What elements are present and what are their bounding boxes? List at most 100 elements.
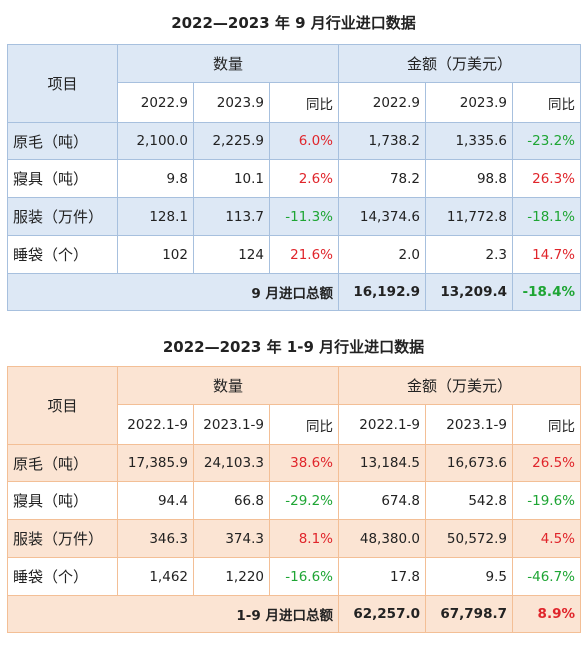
table1-total-row: 9 月进口总额 16,192.9 13,209.4 -18.4% <box>7 273 581 311</box>
cell-qyoy: 38.6% <box>269 444 339 482</box>
cell-ayoy: -19.6% <box>512 481 581 520</box>
table-row: 服装（万件） 128.1 113.7 -11.3% 14,374.6 11,77… <box>7 197 581 236</box>
table2-header-a-yoy: 同比 <box>512 404 581 445</box>
table1-title: 2022—2023 年 9 月行业进口数据 <box>171 14 416 32</box>
cell-a1: 17.8 <box>338 557 426 596</box>
cell-a1: 1,738.2 <box>338 122 426 160</box>
cell-a1: 674.8 <box>338 481 426 520</box>
cell-qyoy: 2.6% <box>269 159 339 198</box>
row-label: 睡袋（个） <box>7 557 118 596</box>
cell-qyoy: 8.1% <box>269 519 339 558</box>
cell-q1: 2,100.0 <box>117 122 194 160</box>
cell-q2: 1,220 <box>193 557 270 596</box>
row-label: 原毛（吨） <box>7 444 118 482</box>
table2-header-q-y1: 2022.1-9 <box>117 404 194 445</box>
cell-ayoy: 4.5% <box>512 519 581 558</box>
table1-header-q-y2: 2023.9 <box>193 82 270 123</box>
cell-q1: 346.3 <box>117 519 194 558</box>
cell-a2: 11,772.8 <box>425 197 513 236</box>
table-row: 服装（万件） 346.3 374.3 8.1% 48,380.0 50,572.… <box>7 519 581 558</box>
table2-header-row: 项目 数量 金额（万美元） <box>7 366 581 445</box>
cell-ayoy: -18.1% <box>512 197 581 236</box>
table1-header-a-yoy: 同比 <box>512 82 581 123</box>
table2-header-q-yoy: 同比 <box>269 404 339 445</box>
cell-q1: 1,462 <box>117 557 194 596</box>
cell-a1: 14,374.6 <box>338 197 426 236</box>
table-row: 寢具（吨） 9.8 10.1 2.6% 78.2 98.8 26.3% <box>7 159 581 198</box>
cell-q2: 66.8 <box>193 481 270 520</box>
cell-ayoy: 26.5% <box>512 444 581 482</box>
cell-q1: 9.8 <box>117 159 194 198</box>
total-a2: 13,209.4 <box>425 273 513 311</box>
table1-header-q-yoy: 同比 <box>269 82 339 123</box>
cell-a1: 2.0 <box>338 235 426 274</box>
cell-a2: 50,572.9 <box>425 519 513 558</box>
total-label: 1-9 月进口总额 <box>7 595 339 633</box>
table-row: 睡袋（个） 102 124 21.6% 2.0 2.3 14.7% <box>7 235 581 274</box>
cell-qyoy: 21.6% <box>269 235 339 274</box>
cell-q1: 94.4 <box>117 481 194 520</box>
cell-qyoy: -16.6% <box>269 557 339 596</box>
table-row: 原毛（吨） 17,385.9 24,103.3 38.6% 13,184.5 1… <box>7 444 581 482</box>
total-a1: 62,257.0 <box>338 595 426 633</box>
row-label: 寢具（吨） <box>7 481 118 520</box>
row-label: 服装（万件） <box>7 519 118 558</box>
cell-q2: 10.1 <box>193 159 270 198</box>
cell-ayoy: -46.7% <box>512 557 581 596</box>
row-label: 服装（万件） <box>7 197 118 236</box>
table1-header-a-y2: 2023.9 <box>425 82 513 123</box>
cell-ayoy: -23.2% <box>512 122 581 160</box>
table2-total-row: 1-9 月进口总额 62,257.0 67,798.7 8.9% <box>7 595 581 633</box>
cell-a1: 48,380.0 <box>338 519 426 558</box>
cell-q2: 374.3 <box>193 519 270 558</box>
table2-header-a-y2: 2023.1-9 <box>425 404 513 445</box>
total-a1: 16,192.9 <box>338 273 426 311</box>
table2-header-item: 项目 <box>7 366 118 445</box>
table-row: 睡袋（个） 1,462 1,220 -16.6% 17.8 9.5 -46.7% <box>7 557 581 596</box>
cell-a2: 2.3 <box>425 235 513 274</box>
table2-header-quantity: 数量 <box>117 366 339 405</box>
table2-header-a-y1: 2022.1-9 <box>338 404 426 445</box>
table2-header-amount: 金额（万美元） <box>338 366 581 405</box>
total-label: 9 月进口总额 <box>7 273 339 311</box>
row-label: 睡袋（个） <box>7 235 118 274</box>
cell-q1: 17,385.9 <box>117 444 194 482</box>
cell-q2: 113.7 <box>193 197 270 236</box>
cell-a2: 16,673.6 <box>425 444 513 482</box>
cell-qyoy: -29.2% <box>269 481 339 520</box>
total-a2: 67,798.7 <box>425 595 513 633</box>
cell-qyoy: -11.3% <box>269 197 339 236</box>
table1: 项目 数量 金额（万美元） 2022.9 2023.9 同比 2022.9 20… <box>7 44 581 311</box>
cell-ayoy: 26.3% <box>512 159 581 198</box>
cell-q2: 124 <box>193 235 270 274</box>
table2: 项目 数量 金额（万美元） 2022.1-9 2023.1-9 同比 2022.… <box>7 366 581 633</box>
total-ayoy: -18.4% <box>512 273 581 311</box>
cell-q1: 128.1 <box>117 197 194 236</box>
table2-header-q-y2: 2023.1-9 <box>193 404 270 445</box>
table2-title: 2022—2023 年 1-9 月行业进口数据 <box>162 338 425 356</box>
row-label: 寢具（吨） <box>7 159 118 198</box>
table2-subheader-row: 2022.1-9 2023.1-9 同比 2022.1-9 2023.1-9 同… <box>8 404 581 445</box>
cell-ayoy: 14.7% <box>512 235 581 274</box>
row-label: 原毛（吨） <box>7 122 118 160</box>
table1-header-a-y1: 2022.9 <box>338 82 426 123</box>
table1-header-amount: 金额（万美元） <box>338 44 581 83</box>
table-row: 寢具（吨） 94.4 66.8 -29.2% 674.8 542.8 -19.6… <box>7 481 581 520</box>
cell-a2: 1,335.6 <box>425 122 513 160</box>
table1-header-quantity: 数量 <box>117 44 339 83</box>
table1-header-item: 项目 <box>7 44 118 123</box>
cell-a1: 13,184.5 <box>338 444 426 482</box>
cell-q2: 24,103.3 <box>193 444 270 482</box>
total-ayoy: 8.9% <box>512 595 581 633</box>
cell-qyoy: 6.0% <box>269 122 339 160</box>
cell-a2: 9.5 <box>425 557 513 596</box>
cell-a2: 542.8 <box>425 481 513 520</box>
table1-header-q-y1: 2022.9 <box>117 82 194 123</box>
cell-q1: 102 <box>117 235 194 274</box>
table1-header-row: 项目 数量 金额（万美元） <box>7 44 581 123</box>
cell-a2: 98.8 <box>425 159 513 198</box>
cell-q2: 2,225.9 <box>193 122 270 160</box>
table-row: 原毛（吨） 2,100.0 2,225.9 6.0% 1,738.2 1,335… <box>7 122 581 160</box>
table1-subheader-row: 2022.9 2023.9 同比 2022.9 2023.9 同比 <box>8 82 581 123</box>
cell-a1: 78.2 <box>338 159 426 198</box>
